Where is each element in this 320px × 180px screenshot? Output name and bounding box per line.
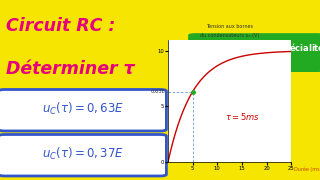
FancyBboxPatch shape xyxy=(0,134,166,176)
Text: Tension aux bornes: Tension aux bornes xyxy=(206,24,253,29)
Text: Durée (ms): Durée (ms) xyxy=(294,167,320,172)
Text: $u_C(\tau) = 0,37E$: $u_C(\tau) = 0,37E$ xyxy=(42,146,124,162)
Text: $\tau = 5ms$: $\tau = 5ms$ xyxy=(225,111,259,122)
Text: Circuit RC :: Circuit RC : xyxy=(6,17,115,35)
Text: du condensateurs uₑ (V): du condensateurs uₑ (V) xyxy=(200,33,259,38)
Text: T: T xyxy=(259,44,266,53)
FancyBboxPatch shape xyxy=(0,89,166,131)
Text: Déterminer τ: Déterminer τ xyxy=(6,60,134,78)
Text: $^{erm}$ Spécialité: $^{erm}$ Spécialité xyxy=(262,41,320,55)
Text: 0,63E: 0,63E xyxy=(151,89,165,94)
Text: $u_C(\tau) = 0,63E$: $u_C(\tau) = 0,63E$ xyxy=(42,101,124,117)
FancyBboxPatch shape xyxy=(188,33,320,72)
